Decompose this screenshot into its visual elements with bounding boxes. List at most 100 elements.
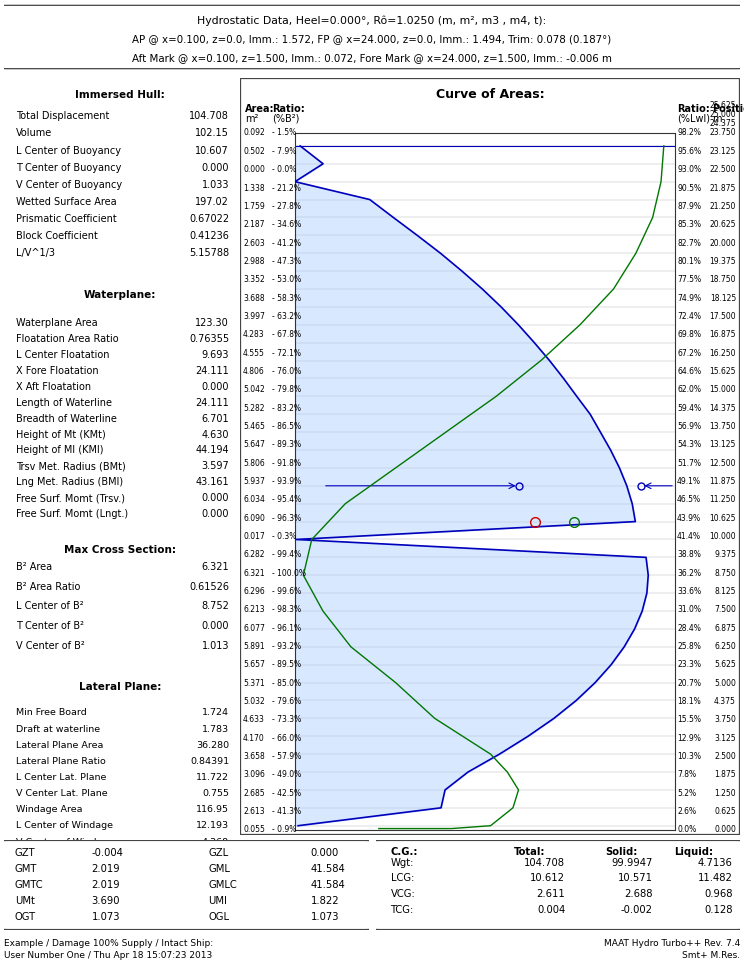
Text: Waterplane Area: Waterplane Area bbox=[16, 319, 97, 328]
Text: - 96.1%: - 96.1% bbox=[272, 624, 301, 633]
Text: Wetted Surface Area: Wetted Surface Area bbox=[16, 197, 116, 207]
Text: 0.092: 0.092 bbox=[243, 128, 265, 137]
Text: 0.61526: 0.61526 bbox=[189, 582, 229, 591]
Text: 6.296: 6.296 bbox=[243, 587, 265, 596]
Text: - 21.2%: - 21.2% bbox=[272, 184, 301, 192]
Text: X Aft Floatation: X Aft Floatation bbox=[16, 382, 91, 392]
Text: C.G.:: C.G.: bbox=[391, 847, 418, 857]
Text: 3.597: 3.597 bbox=[202, 462, 229, 471]
Text: 12.193: 12.193 bbox=[196, 821, 229, 831]
Text: Block Coefficient: Block Coefficient bbox=[16, 231, 97, 241]
Text: 95.6%: 95.6% bbox=[677, 147, 701, 156]
Text: Windage Area: Windage Area bbox=[16, 806, 82, 814]
Text: 1.822: 1.822 bbox=[310, 895, 339, 906]
Text: 15.625: 15.625 bbox=[710, 367, 736, 376]
Text: L Center Floatation: L Center Floatation bbox=[16, 351, 109, 360]
Text: 1.783: 1.783 bbox=[202, 724, 229, 733]
Text: T Center of Buoyancy: T Center of Buoyancy bbox=[16, 162, 121, 173]
Text: 5.371: 5.371 bbox=[243, 679, 265, 688]
Text: - 91.8%: - 91.8% bbox=[272, 459, 301, 468]
Text: GZT: GZT bbox=[15, 848, 36, 859]
Text: 2.603: 2.603 bbox=[243, 239, 265, 247]
Text: - 34.6%: - 34.6% bbox=[272, 220, 301, 229]
Text: 5.042: 5.042 bbox=[243, 385, 265, 394]
Text: 2.6%: 2.6% bbox=[677, 808, 696, 816]
Text: 0.017: 0.017 bbox=[243, 532, 265, 541]
Text: 10.000: 10.000 bbox=[709, 532, 736, 541]
Text: Lateral Plane Area: Lateral Plane Area bbox=[16, 741, 103, 750]
Text: 0.41236: 0.41236 bbox=[189, 231, 229, 241]
Text: - 47.3%: - 47.3% bbox=[272, 257, 301, 266]
Text: 51.7%: 51.7% bbox=[677, 459, 701, 468]
Text: - 63.2%: - 63.2% bbox=[272, 312, 301, 321]
Text: 67.2%: 67.2% bbox=[677, 349, 701, 357]
Text: 6.250: 6.250 bbox=[714, 642, 736, 651]
Text: 5.465: 5.465 bbox=[243, 422, 265, 431]
Text: 0.0%: 0.0% bbox=[677, 826, 696, 835]
Text: 41.584: 41.584 bbox=[310, 865, 345, 874]
Text: 116.95: 116.95 bbox=[196, 806, 229, 814]
Text: MAAT Hydro Turbo++ Rev. 7.4: MAAT Hydro Turbo++ Rev. 7.4 bbox=[603, 939, 740, 948]
Text: V Center of Windage: V Center of Windage bbox=[16, 838, 114, 846]
Text: - 41.3%: - 41.3% bbox=[272, 808, 301, 816]
Text: 5.647: 5.647 bbox=[243, 440, 265, 449]
Text: Total Displacement: Total Displacement bbox=[16, 111, 109, 122]
Text: 6.034: 6.034 bbox=[243, 496, 265, 504]
Text: 5.625: 5.625 bbox=[714, 661, 736, 669]
Text: B² Area: B² Area bbox=[16, 562, 52, 572]
Text: 0.625: 0.625 bbox=[714, 808, 736, 816]
Text: Ratio:: Ratio: bbox=[677, 104, 710, 114]
Text: 15.000: 15.000 bbox=[709, 385, 736, 394]
Text: 5.657: 5.657 bbox=[243, 661, 265, 669]
Text: 5.15788: 5.15788 bbox=[189, 248, 229, 258]
Text: 4.283: 4.283 bbox=[243, 330, 265, 339]
Text: 197.02: 197.02 bbox=[195, 197, 229, 207]
Text: T Center of B²: T Center of B² bbox=[16, 621, 83, 632]
Text: 74.9%: 74.9% bbox=[677, 294, 701, 302]
Text: 2.019: 2.019 bbox=[92, 865, 121, 874]
Text: 1.033: 1.033 bbox=[202, 180, 229, 189]
Text: 2.613: 2.613 bbox=[243, 808, 265, 816]
Text: - 85.0%: - 85.0% bbox=[272, 679, 301, 688]
Text: 16.875: 16.875 bbox=[710, 330, 736, 339]
Text: 23.125: 23.125 bbox=[710, 147, 736, 156]
FancyBboxPatch shape bbox=[1, 75, 240, 272]
Text: Prismatic Coefficient: Prismatic Coefficient bbox=[16, 213, 116, 224]
Text: 93.0%: 93.0% bbox=[677, 165, 701, 174]
Text: - 1.5%: - 1.5% bbox=[272, 128, 296, 137]
FancyBboxPatch shape bbox=[1, 536, 240, 664]
Text: VCW-VCLP: VCW-VCLP bbox=[16, 854, 65, 863]
Text: L Center of Buoyancy: L Center of Buoyancy bbox=[16, 146, 121, 156]
Text: 10.571: 10.571 bbox=[618, 873, 652, 883]
Text: Height of Mt (KMt): Height of Mt (KMt) bbox=[16, 430, 106, 440]
Text: Ratio:: Ratio: bbox=[272, 104, 305, 114]
Text: VCG:: VCG: bbox=[391, 889, 415, 899]
Text: 6.701: 6.701 bbox=[202, 413, 229, 424]
Text: Lng Met. Radius (BMl): Lng Met. Radius (BMl) bbox=[16, 477, 123, 487]
Text: L Center of Windage: L Center of Windage bbox=[16, 821, 112, 831]
Text: - 76.0%: - 76.0% bbox=[272, 367, 301, 376]
Text: 10.3%: 10.3% bbox=[677, 753, 701, 761]
Text: - 0.3%: - 0.3% bbox=[272, 532, 296, 541]
Text: 54.3%: 54.3% bbox=[677, 440, 701, 449]
Text: 18.750: 18.750 bbox=[710, 275, 736, 284]
Text: 3.750: 3.750 bbox=[714, 716, 736, 724]
Text: 5.891: 5.891 bbox=[243, 642, 265, 651]
Text: Breadth of Waterline: Breadth of Waterline bbox=[16, 413, 117, 424]
Text: (%Lwl): (%Lwl) bbox=[677, 114, 710, 124]
Text: Area:: Area: bbox=[245, 104, 275, 114]
Text: 3.690: 3.690 bbox=[92, 895, 120, 906]
Text: Liquid:: Liquid: bbox=[675, 847, 713, 857]
Text: 25.625: 25.625 bbox=[710, 101, 736, 110]
Text: 2.019: 2.019 bbox=[92, 880, 121, 890]
Text: 28.4%: 28.4% bbox=[677, 624, 701, 633]
Text: 21.250: 21.250 bbox=[710, 202, 736, 211]
Text: 7.500: 7.500 bbox=[714, 606, 736, 614]
FancyBboxPatch shape bbox=[0, 840, 374, 929]
Text: 49.1%: 49.1% bbox=[677, 477, 701, 486]
Text: 43.9%: 43.9% bbox=[677, 514, 701, 523]
Text: 98.2%: 98.2% bbox=[677, 128, 701, 137]
Text: 41.4%: 41.4% bbox=[677, 532, 701, 541]
Text: 21.875: 21.875 bbox=[710, 184, 736, 192]
Text: 6.875: 6.875 bbox=[714, 624, 736, 633]
